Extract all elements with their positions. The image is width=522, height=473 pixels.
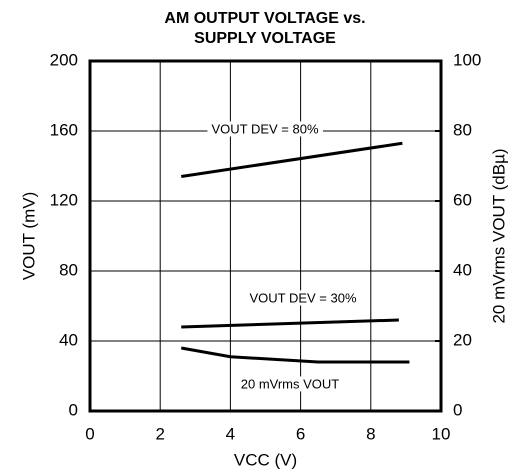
y-tick-label: 120 [50, 190, 78, 209]
label-background [245, 290, 361, 306]
x-tick-label: 10 [432, 424, 451, 443]
label-background [207, 121, 323, 137]
y-tick-label: 80 [59, 260, 78, 279]
y2-tick-label: 100 [453, 50, 481, 69]
plot-frame [88, 59, 443, 413]
y-tick-label: 160 [50, 120, 78, 139]
y-tick-label: 40 [59, 330, 78, 349]
y-tick-label: 0 [69, 400, 78, 419]
x-axis-label: VCC (V) [234, 450, 297, 469]
series-label: 20 mVrms VOUT [241, 376, 340, 391]
y2-tick-label: 60 [453, 190, 472, 209]
x-tick-label: 6 [296, 424, 305, 443]
chart-title: SUPPLY VOLTAGE [194, 30, 336, 47]
series-label: VOUT DEV = 30% [249, 290, 356, 305]
y-axis-label: VOUT (mV) [19, 192, 38, 280]
y-tick-label: 200 [50, 50, 78, 69]
x-tick-label: 8 [366, 424, 375, 443]
series-line [181, 318, 399, 329]
label-background [236, 376, 344, 392]
x-tick-label: 2 [155, 424, 164, 443]
x-tick-label: 0 [85, 424, 94, 443]
y2-tick-label: 40 [453, 260, 472, 279]
x-tick-label: 4 [226, 424, 235, 443]
y2-tick-label: 20 [453, 330, 472, 349]
series-label: VOUT DEV = 80% [211, 121, 318, 136]
y2-tick-label: 0 [453, 400, 462, 419]
chart-title: AM OUTPUT VOLTAGE vs. [164, 10, 365, 27]
y2-axis-label: 20 mVrms VOUT (dBµ) [489, 148, 508, 323]
y2-tick-label: 80 [453, 120, 472, 139]
series-line [181, 141, 403, 178]
series-line [180, 346, 410, 364]
